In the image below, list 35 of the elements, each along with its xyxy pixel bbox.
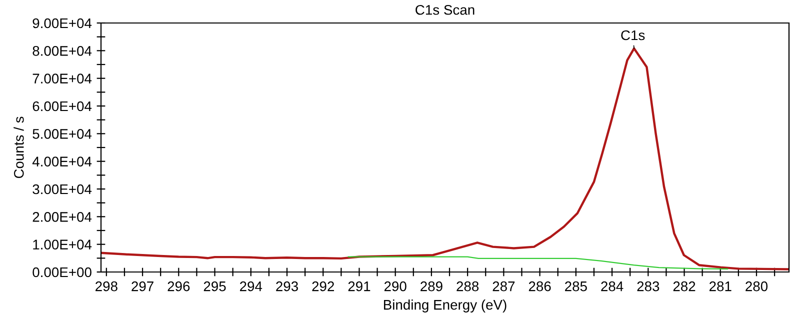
x-tick-label: 283	[637, 281, 660, 292]
y-tick-label: 0.00E+00	[32, 267, 92, 278]
y-tick-label: 5.00E+04	[32, 129, 92, 139]
x-tick-label: 289	[420, 281, 442, 292]
y-tick-label: 4.00E+04	[32, 156, 92, 167]
x-tick-label: 290	[384, 281, 406, 292]
x-axis-title: Binding Energy (eV)	[384, 300, 506, 312]
y-axis-title: Counts / s	[14, 116, 24, 178]
y-tick-label: 2.00E+04	[32, 212, 92, 222]
y-tick-label: 1.00E+04	[33, 240, 92, 250]
x-tick-label: 286	[528, 281, 551, 292]
x-tick-label: 280	[746, 281, 768, 292]
x-tick-label: 293	[276, 281, 298, 292]
x-tick-label: 281	[709, 281, 732, 292]
x-tick-label: 285	[565, 281, 587, 292]
x-tick-label: 297	[132, 281, 154, 292]
x-tick-label: 295	[204, 281, 226, 292]
y-tick-label: 7.00E+04	[32, 74, 92, 84]
chart-title: C1s Scan	[416, 4, 474, 15]
x-tick-label: 287	[492, 281, 515, 292]
line-series	[101, 47, 789, 270]
x-tick-label: 292	[312, 281, 334, 292]
x-tick-label: 296	[168, 281, 190, 292]
x-tick-label: 282	[673, 281, 696, 292]
y-tick-label: 9.00E+04	[32, 18, 92, 28]
x-tick-label: 298	[96, 281, 118, 292]
x-tick-label: 284	[601, 281, 624, 292]
line-series	[348, 256, 728, 270]
y-tick-label: 8.00E+04	[32, 46, 92, 56]
y-tick-label: 3.00E+04	[32, 184, 92, 194]
x-tick-label: 291	[348, 281, 370, 292]
y-tick-label: 6.00E+04	[32, 101, 92, 112]
x-tick-label: 288	[456, 281, 479, 292]
x-tick-label: 294	[240, 281, 262, 292]
annotation: C1s	[621, 30, 645, 40]
